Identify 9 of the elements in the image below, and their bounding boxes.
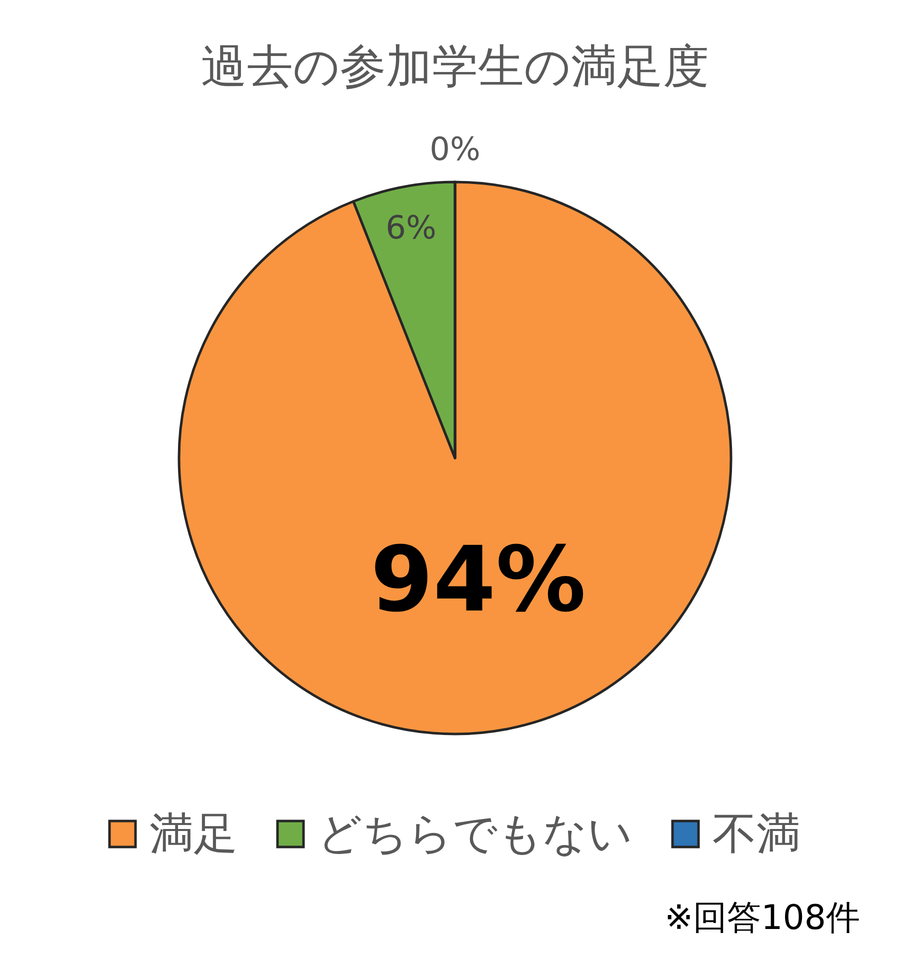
legend-label: 満足	[150, 808, 238, 860]
legend-label: どちらでもない	[318, 808, 632, 860]
data-label: 94%	[370, 528, 586, 632]
pie-slice	[178, 180, 732, 735]
text: ※回答108件	[664, 898, 860, 938]
legend-label: 不満	[712, 808, 800, 860]
data-label: 6%	[386, 208, 436, 247]
chart-title: 過去の参加学生の満足度	[201, 39, 709, 93]
text: 0%	[430, 130, 480, 168]
